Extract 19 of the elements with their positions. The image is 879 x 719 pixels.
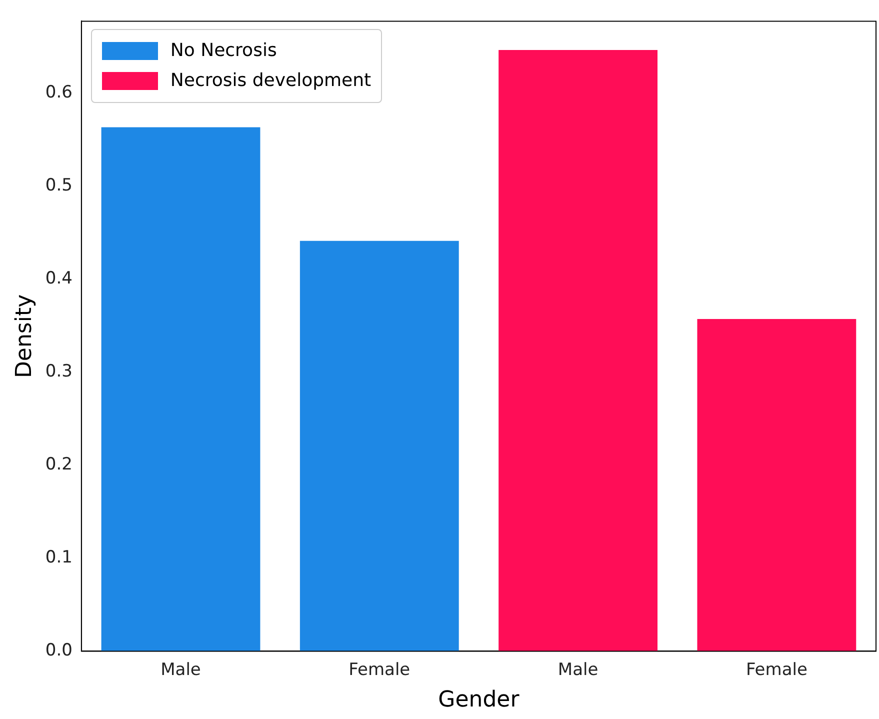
bar xyxy=(300,240,459,652)
y-tick-label: 0.4 xyxy=(45,268,72,288)
y-tick-label: 0.2 xyxy=(45,454,72,475)
y-tick-label: 0.3 xyxy=(45,361,72,382)
y-tick-label: 0.6 xyxy=(45,82,72,102)
bar xyxy=(101,127,260,652)
y-tick-label: 0.0 xyxy=(45,640,72,661)
x-tick-label: Male xyxy=(160,660,201,680)
x-tick-label: Female xyxy=(746,660,808,680)
y-tick-label: 0.5 xyxy=(45,175,72,196)
x-axis-title: Gender xyxy=(438,688,520,713)
y-tick-label: 0.1 xyxy=(45,548,72,568)
y-axis-title: Density xyxy=(12,294,37,378)
bar xyxy=(498,50,658,652)
x-tick-label: Male xyxy=(558,660,598,680)
bar xyxy=(697,318,856,652)
legend-label: Necrosis development xyxy=(170,69,372,94)
x-tick-label: Female xyxy=(348,660,410,680)
legend-label: No Necrosis xyxy=(170,39,277,64)
